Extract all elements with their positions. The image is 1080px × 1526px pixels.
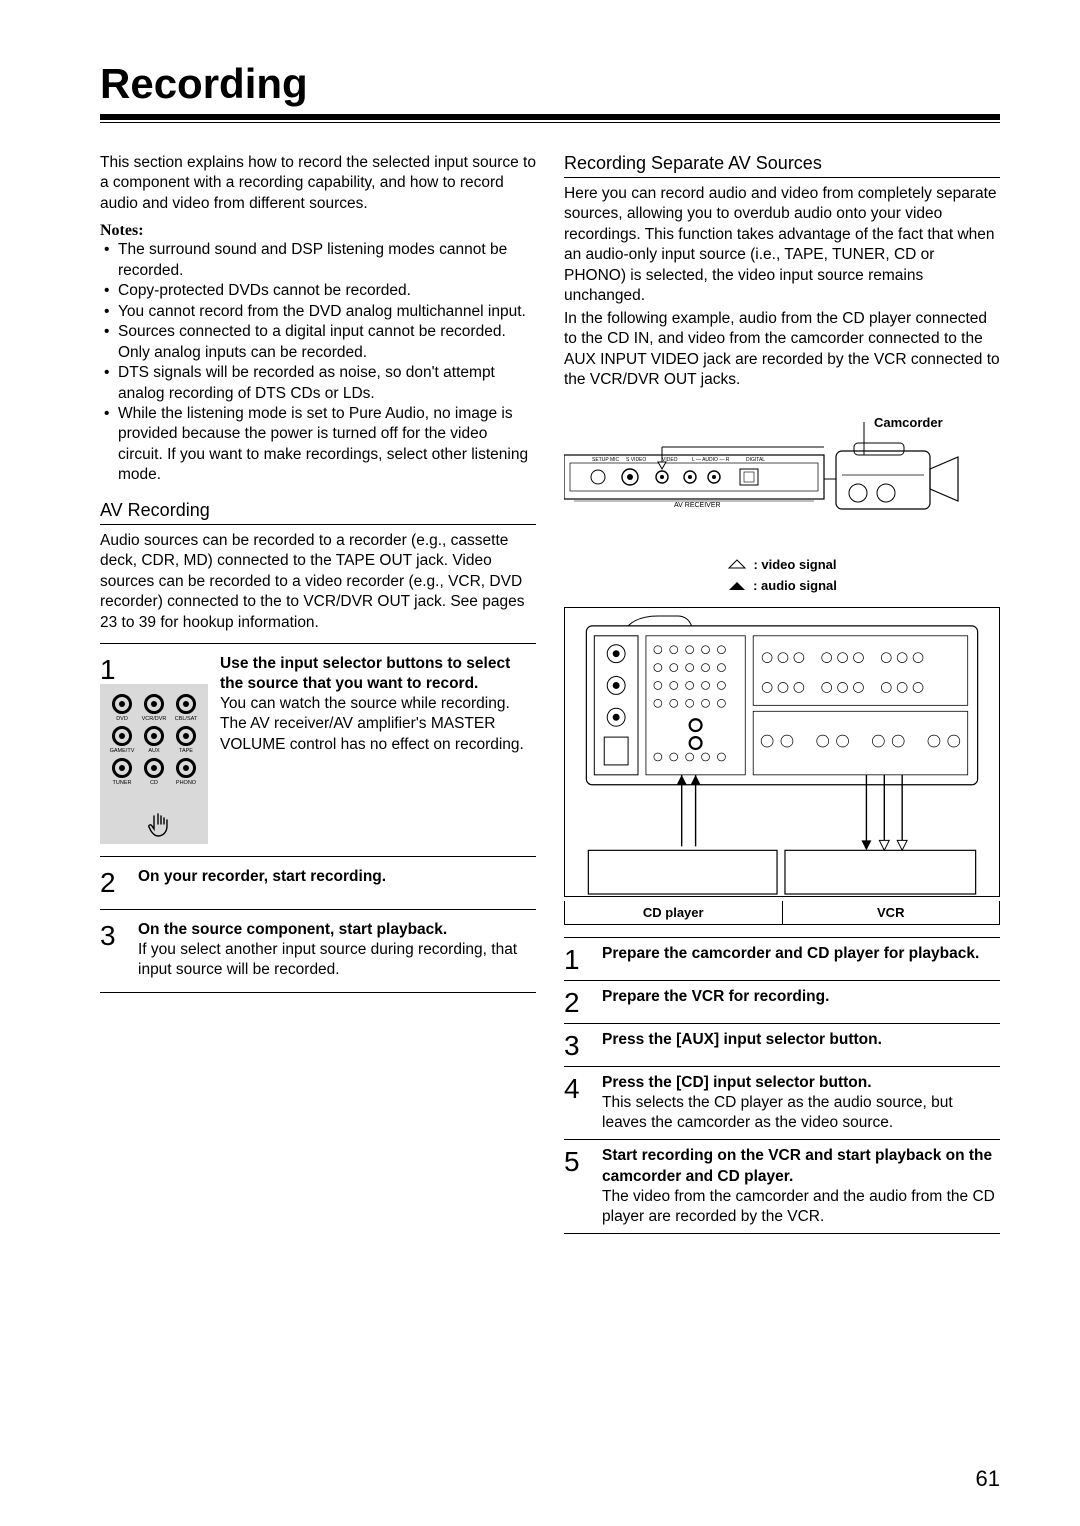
notes-list: The surround sound and DSP listening mod… (100, 240, 536, 485)
step-bold: Use the input selector buttons to select… (220, 655, 510, 692)
content-columns: This section explains how to record the … (100, 153, 1000, 1234)
sep-step-2: 2 Prepare the VCR for recording. (564, 981, 1000, 1024)
svg-text:SETUP MIC: SETUP MIC (592, 457, 620, 463)
front-panel-figure: Camcorder SETUP MIC S VIDEO VIDEO L — AU… (564, 407, 1000, 547)
back-panel-labels: CD player VCR (564, 901, 1000, 925)
sep-step-3: 3 Press the [AUX] input selector button. (564, 1024, 1000, 1067)
note-item: Copy-protected DVDs cannot be recorded. (118, 281, 536, 301)
back-panel-figure (564, 607, 1000, 897)
av-step-2: 2 On your recorder, start recording. (100, 863, 536, 903)
title-rule (100, 118, 1000, 123)
step-text: You can watch the source while recording… (220, 695, 524, 752)
cd-player-label: CD player (564, 901, 783, 925)
page-number: 61 (976, 1466, 1000, 1492)
camcorder-label: Camcorder (874, 415, 943, 430)
svg-text:S VIDEO: S VIDEO (626, 457, 646, 463)
intro-text: This section explains how to record the … (100, 153, 536, 214)
remote-diagram: DVDVCR/DVRCBL/SAT GAME/TVAUXTAPE TUNERCD… (100, 684, 208, 844)
sep-step-1: 1 Prepare the camcorder and CD player fo… (564, 937, 1000, 981)
page-title: Recording (100, 60, 1000, 118)
separate-av-heading: Recording Separate AV Sources (564, 153, 1000, 178)
separate-av-body2: In the following example, audio from the… (564, 309, 1000, 391)
notes-heading: Notes: (100, 222, 536, 240)
step-bold: On your recorder, start recording. (138, 868, 386, 885)
note-item: Sources connected to a digital input can… (118, 322, 536, 363)
step-text: If you select another input source durin… (138, 941, 517, 978)
sep-step-5: 5 Start recording on the VCR and start p… (564, 1140, 1000, 1234)
av-step-3: 3 On the source component, start playbac… (100, 916, 536, 986)
note-item: While the listening mode is set to Pure … (118, 404, 536, 486)
step-number: 2 (100, 869, 126, 897)
note-item: You cannot record from the DVD analog mu… (118, 302, 536, 322)
right-column: Recording Separate AV Sources Here you c… (564, 153, 1000, 1234)
av-step-1: 1 DVDVCR/DVRCBL/SAT GAME/TVAUXTAPE TUNER… (100, 650, 536, 850)
svg-text:AV RECEIVER: AV RECEIVER (674, 502, 721, 509)
note-item: DTS signals will be recorded as noise, s… (118, 363, 536, 404)
svg-text:DIGITAL: DIGITAL (746, 457, 765, 463)
svg-text:L — AUDIO — R: L — AUDIO — R (692, 457, 730, 463)
signal-legend: : video signal : audio signal (564, 555, 1000, 598)
av-recording-heading: AV Recording (100, 500, 536, 525)
separate-av-body1: Here you can record audio and video from… (564, 184, 1000, 307)
note-item: The surround sound and DSP listening mod… (118, 240, 536, 281)
left-column: This section explains how to record the … (100, 153, 536, 1234)
step-number: 3 (100, 922, 126, 950)
vcr-label: VCR (783, 901, 1001, 925)
step-bold: On the source component, start playback. (138, 921, 447, 938)
step-number: 1 (100, 656, 126, 684)
av-recording-body: Audio sources can be recorded to a recor… (100, 531, 536, 633)
hand-icon (148, 812, 174, 842)
sep-step-4: 4 Press the [CD] input selector button.T… (564, 1067, 1000, 1140)
separate-av-steps: 1 Prepare the camcorder and CD player fo… (564, 937, 1000, 1234)
